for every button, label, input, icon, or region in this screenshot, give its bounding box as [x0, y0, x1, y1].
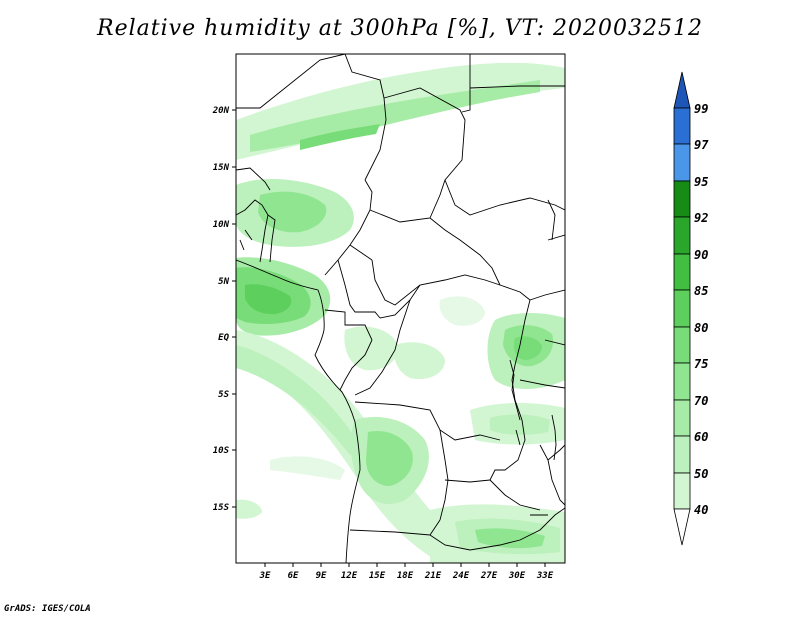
lat-tick-label: 20N [212, 106, 230, 116]
map-title: Relative humidity at 300hPa [%], VT: 202… [97, 16, 703, 41]
lon-tick-label: 30E [508, 571, 526, 581]
colorbar-cell-92-95 [673, 180, 691, 218]
humidity-band-north-core [250, 80, 540, 152]
colorbar-label: 40 [694, 503, 708, 517]
lon-axis [264, 563, 546, 567]
colorbar-top-arrow [673, 71, 691, 109]
colorbar-label: 60 [694, 430, 708, 444]
lon-tick-label: 6E [288, 571, 299, 581]
colorbar-label: 95 [694, 175, 708, 189]
colorbar-label: 99 [694, 102, 708, 116]
colorbar-label: 50 [694, 467, 708, 481]
lat-tick-label: EQ [218, 333, 229, 343]
credit-label: GrADS: IGES/COLA [4, 604, 91, 614]
colorbar-label: 85 [694, 284, 708, 298]
colorbar-label: 75 [694, 357, 708, 371]
colorbar-cell-90-92 [673, 216, 691, 255]
lat-tick-label: 5S [218, 390, 229, 400]
colorbar-cell-75-80 [673, 326, 691, 364]
lon-tick-label: 27E [480, 571, 498, 581]
lat-tick-label: 15N [213, 163, 230, 173]
colorbar [673, 71, 691, 546]
lon-tick-label: 15E [369, 571, 386, 581]
map-frame [235, 53, 566, 564]
lon-tick-label: 18E [397, 571, 414, 581]
colorbar-cell-85-90 [673, 253, 691, 291]
colorbar-bottom-arrow [673, 508, 691, 546]
lat-tick-label: 10N [213, 220, 230, 230]
humidity-shading [236, 62, 565, 563]
colorbar-cell-60-70 [673, 399, 691, 437]
colorbar-label: 70 [694, 394, 708, 408]
lon-tick-label: 12E [341, 571, 358, 581]
colorbar-cell-80-85 [673, 289, 691, 328]
lon-tick-label: 24E [452, 571, 470, 581]
colorbar-cell-97-99 [673, 107, 691, 145]
colorbar-cell-50-60 [673, 435, 691, 474]
lat-tick-label: 15S [213, 503, 230, 513]
coastline [236, 259, 361, 563]
colorbar-cell-70-75 [673, 362, 691, 401]
lat-tick-label: 10S [213, 446, 230, 456]
lon-tick-label: 9E [316, 571, 327, 581]
colorbar-cell-95-97 [673, 143, 691, 182]
colorbar-label: 90 [694, 248, 708, 262]
country-borders [236, 54, 565, 563]
lon-tick-label: 33E [536, 571, 554, 581]
colorbar-label: 97 [694, 138, 709, 152]
lon-tick-label: 3E [259, 571, 271, 581]
lat-tick-label: 5N [218, 277, 229, 287]
lat-axis [232, 109, 236, 508]
colorbar-label: 80 [694, 321, 708, 335]
colorbar-cell-40-50 [673, 472, 691, 510]
lon-tick-label: 21E [424, 571, 442, 581]
colorbar-label: 92 [694, 211, 708, 225]
